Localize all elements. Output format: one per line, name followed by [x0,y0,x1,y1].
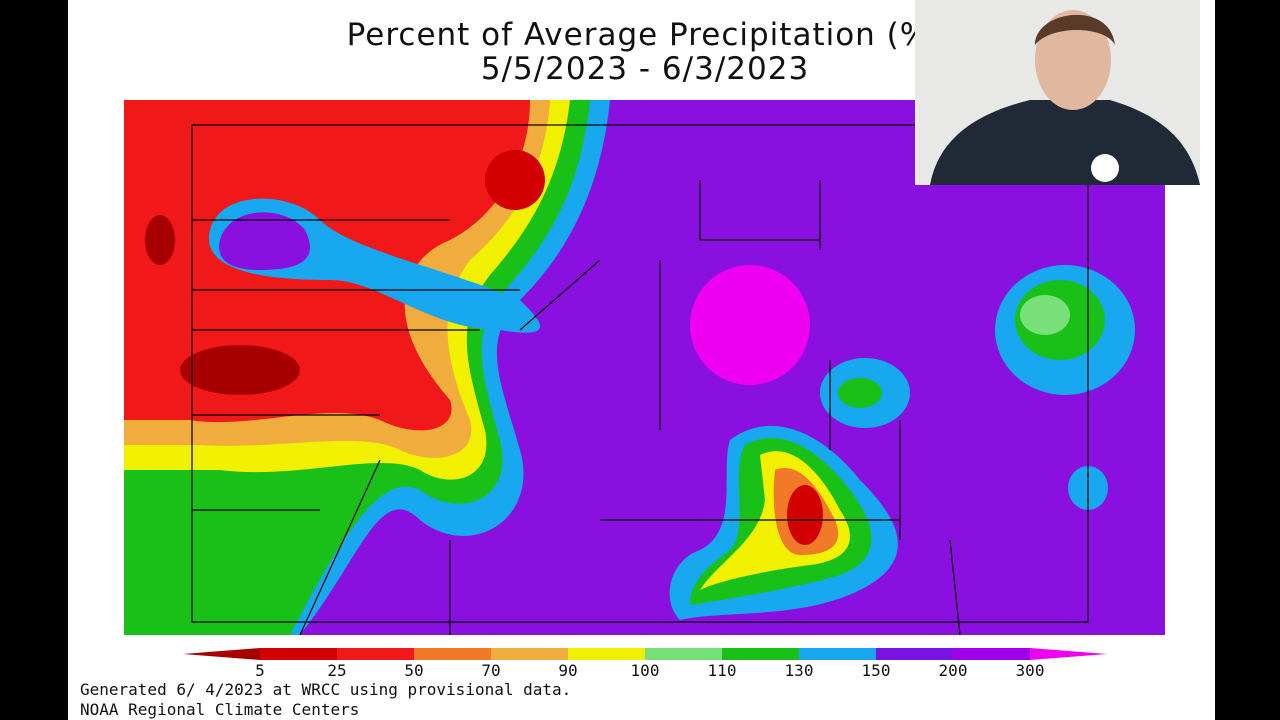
legend-label: 200 [939,661,968,680]
logo [1091,154,1119,182]
person-body [930,100,1200,185]
legend-swatch [491,648,568,660]
region-magenta [690,265,810,385]
legend: 5 25 50 70 90 100 110 130 150 200 300 [183,648,1107,680]
legend-swatch [1030,648,1107,660]
person-hair [1035,14,1115,45]
legend-label: 25 [327,661,346,680]
legend-label: 50 [404,661,423,680]
legend-swatch [183,648,260,660]
footer-text: Generated 6/ 4/2023 at WRCC using provis… [80,680,571,699]
footer-text: NOAA Regional Climate Centers [80,700,359,719]
map-subtitle: 5/5/2023 - 6/3/2023 [481,51,809,87]
legend-label: 110 [708,661,737,680]
legend-label: 130 [785,661,814,680]
legend-swatch [414,648,491,660]
legend-swatch [337,648,414,660]
region-darkred [180,345,300,395]
webcam-overlay [915,0,1200,185]
legend-swatch [722,648,799,660]
map-title: Percent of Average Precipitation (%) [347,17,944,53]
legend-swatch [645,648,722,660]
region-darkred [485,150,545,210]
legend-label: 70 [481,661,500,680]
county-border [192,180,961,635]
legend-swatch [260,648,337,660]
legend-label: 90 [558,661,577,680]
legend-label: 150 [862,661,891,680]
region-purple [219,212,310,270]
legend-swatch [568,648,645,660]
state-border [191,124,1089,623]
region-lightgreen [1020,295,1070,335]
legend-label: 5 [255,661,265,680]
legend-label: 300 [1016,661,1045,680]
legend-label: 100 [631,661,660,680]
region-darkred [145,215,175,265]
legend-swatch [876,648,953,660]
map [124,100,1165,635]
legend-swatch [953,648,1030,660]
region-red [787,485,823,545]
region-green [838,378,882,408]
legend-swatch [799,648,876,660]
person-head [1035,10,1111,110]
